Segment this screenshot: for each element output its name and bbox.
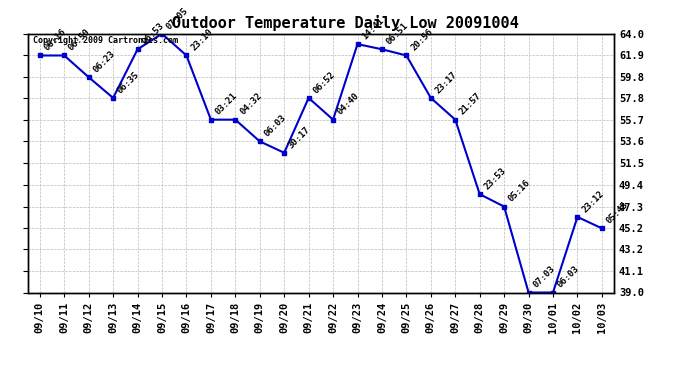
- Text: 06:03: 06:03: [555, 264, 581, 290]
- Text: 03:21: 03:21: [214, 92, 239, 117]
- Text: 23:10: 23:10: [189, 27, 215, 53]
- Text: Copyright 2009 Cartronics.com: Copyright 2009 Cartronics.com: [34, 36, 179, 45]
- Text: 21:57: 21:57: [458, 92, 484, 117]
- Text: 14:41: 14:41: [360, 16, 386, 41]
- Text: 04:40: 04:40: [336, 92, 361, 117]
- Text: 06:23: 06:23: [92, 49, 117, 75]
- Text: 05:45: 05:45: [604, 200, 630, 225]
- Text: 06:53: 06:53: [140, 21, 166, 46]
- Text: 23:17: 23:17: [433, 70, 459, 95]
- Text: 04:32: 04:32: [238, 92, 264, 117]
- Text: 30:17: 30:17: [287, 124, 313, 150]
- Text: 07:03: 07:03: [531, 264, 557, 290]
- Text: 20:56: 20:56: [409, 27, 435, 53]
- Text: 07:05: 07:05: [165, 6, 190, 31]
- Text: 06:51: 06:51: [385, 21, 410, 46]
- Text: 05:16: 05:16: [507, 178, 532, 204]
- Text: 23:53: 23:53: [482, 166, 508, 191]
- Text: 06:52: 06:52: [311, 70, 337, 95]
- Text: 06:16: 06:16: [43, 27, 68, 53]
- Text: 06:50: 06:50: [67, 27, 92, 53]
- Text: 06:03: 06:03: [262, 113, 288, 139]
- Text: 06:35: 06:35: [116, 70, 141, 95]
- Text: Outdoor Temperature Daily Low 20091004: Outdoor Temperature Daily Low 20091004: [172, 15, 518, 31]
- Text: 23:12: 23:12: [580, 189, 606, 214]
